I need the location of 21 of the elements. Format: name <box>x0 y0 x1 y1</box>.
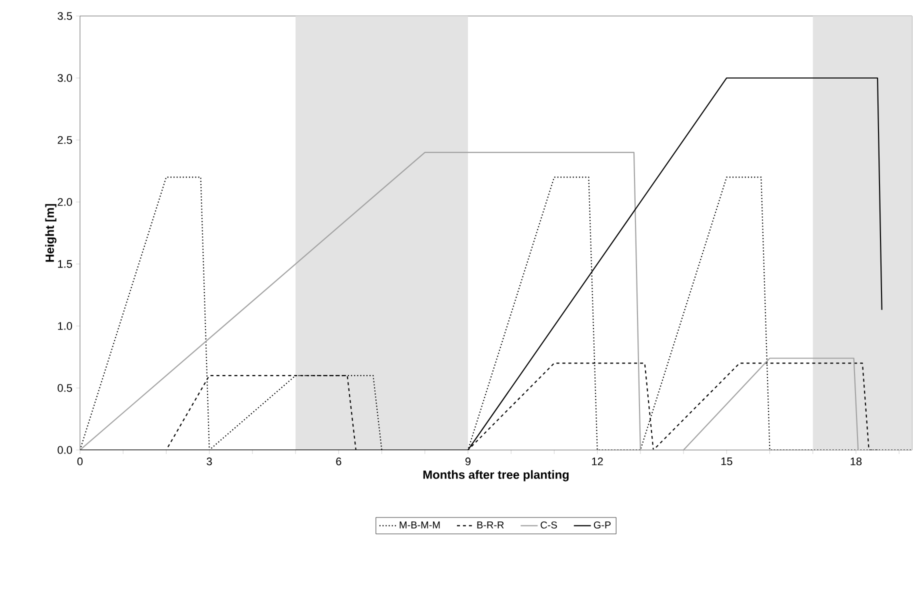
x-tick-label: 0 <box>77 458 83 466</box>
y-axis-title: Height [m] <box>45 204 56 262</box>
x-tick-label: 18 <box>850 458 862 466</box>
legend-label: C-S <box>540 521 557 529</box>
y-tick-label: 1.5 <box>58 260 72 268</box>
y-tick-label: 3.0 <box>58 74 72 82</box>
y-tick-label: 0.0 <box>58 446 72 454</box>
legend-label: B-R-R <box>477 522 504 528</box>
x-axis-title: Months after tree planting <box>423 470 569 482</box>
x-tick-label: 12 <box>592 458 603 466</box>
legend-label: M-B-M-M <box>400 522 440 528</box>
y-tick-label: 3.5 <box>58 12 72 20</box>
y-tick-label: 1.0 <box>58 322 72 330</box>
x-tick-label: 15 <box>721 458 732 466</box>
x-tick-label: 3 <box>206 458 212 466</box>
y-tick-label: 0.5 <box>58 384 72 392</box>
legend-label: G-P <box>594 521 611 529</box>
x-tick-label: 9 <box>465 458 471 466</box>
y-tick-label: 2.5 <box>58 136 72 144</box>
x-tick-label: 6 <box>336 458 342 466</box>
y-tick-label: 2.0 <box>58 198 72 206</box>
